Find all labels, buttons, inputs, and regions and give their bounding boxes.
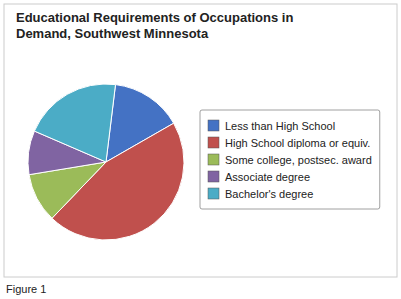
chart: Educational Requirements of Occupations …	[0, 0, 401, 299]
legend-label: Some college, postsec. award	[225, 154, 372, 166]
legend-swatch	[208, 137, 219, 148]
legend-label: Associate degree	[225, 171, 310, 183]
legend-swatch	[208, 120, 219, 131]
chart-container: Educational Requirements of Occupations …	[0, 0, 401, 299]
legend-label: High School diploma or equiv.	[225, 137, 370, 149]
legend-swatch	[208, 171, 219, 182]
chart-border	[4, 4, 397, 277]
legend-swatch	[208, 154, 219, 165]
pie	[28, 84, 184, 240]
pie-slice	[34, 84, 115, 162]
legend-frame	[200, 110, 380, 209]
legend-label: Bachelor's degree	[225, 188, 313, 200]
legend-swatch	[208, 188, 219, 199]
legend: Less than High School High School diploma…	[200, 110, 380, 209]
chart-title: Educational Requirements of Occupations …	[16, 10, 293, 41]
figure-label: Figure 1	[6, 283, 46, 295]
legend-label: Less than High School	[225, 120, 335, 132]
